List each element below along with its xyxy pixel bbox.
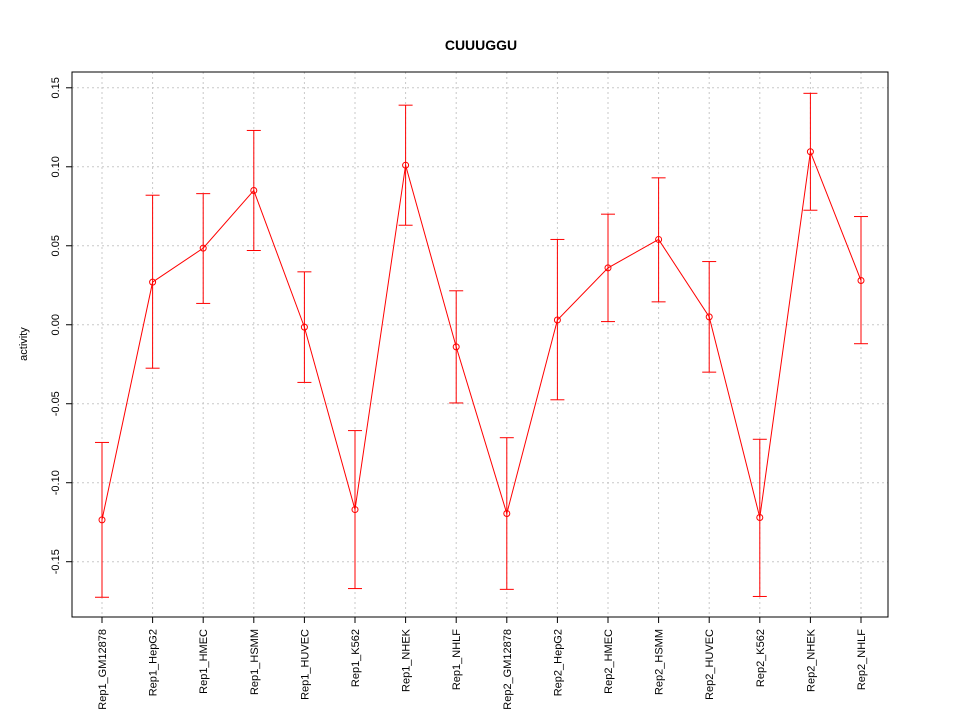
x-tick-label: Rep2_NHLF bbox=[856, 629, 868, 690]
y-tick-label: 0.10 bbox=[50, 156, 62, 177]
x-tick-label: Rep1_HMEC bbox=[198, 629, 210, 694]
data-point bbox=[199, 244, 207, 252]
data-layer bbox=[95, 92, 868, 598]
data-point bbox=[503, 510, 511, 518]
x-tick-label: Rep2_K562 bbox=[755, 629, 767, 687]
series-line bbox=[101, 149, 862, 520]
x-tick-label: Rep1_NHEK bbox=[401, 628, 413, 692]
data-point bbox=[250, 186, 258, 194]
x-tick-label: Rep1_K562 bbox=[350, 629, 362, 687]
y-tick-label: -0.05 bbox=[50, 391, 62, 416]
data-point bbox=[452, 343, 460, 351]
x-tick-label: Rep2_HUVEC bbox=[704, 629, 716, 700]
x-tick-label: Rep1_HUVEC bbox=[299, 629, 311, 700]
data-point bbox=[655, 235, 663, 243]
x-tick-label: Rep1_GM12878 bbox=[97, 629, 109, 710]
data-point bbox=[300, 323, 308, 331]
x-tick-label: Rep1_HepG2 bbox=[148, 629, 160, 696]
x-tick-label: Rep2_HepG2 bbox=[552, 629, 564, 696]
axes: -0.15 -0.10 -0.05 0.00 0.05 0.10 0.15 Rep1_GM12… bbox=[50, 77, 868, 710]
data-point bbox=[705, 313, 713, 321]
y-tick-label: 0.05 bbox=[50, 235, 62, 256]
data-point bbox=[402, 161, 410, 169]
y-axis-label: activity bbox=[18, 327, 30, 361]
y-tick-label: 0.00 bbox=[50, 314, 62, 335]
data-point bbox=[857, 277, 865, 285]
x-tick-label: Rep1_HSMM bbox=[249, 629, 261, 695]
grid bbox=[72, 72, 888, 617]
chart-title: CUUUGGU bbox=[445, 37, 517, 53]
y-tick-label: 0.15 bbox=[50, 77, 62, 98]
plot-frame bbox=[71, 71, 889, 618]
y-tick-label: -0.15 bbox=[50, 549, 62, 574]
x-tick-label: Rep2_HMEC bbox=[603, 629, 615, 694]
x-tick-label: Rep2_NHEK bbox=[805, 628, 817, 692]
data-point bbox=[351, 506, 359, 514]
x-tick-label: Rep2_GM12878 bbox=[502, 629, 514, 710]
data-point bbox=[98, 516, 106, 524]
x-tick-label: Rep1_NHLF bbox=[451, 629, 463, 690]
data-point bbox=[553, 316, 561, 324]
x-tick-label: Rep2_HSMM bbox=[654, 629, 666, 695]
data-point bbox=[806, 148, 814, 156]
data-point bbox=[149, 278, 157, 286]
data-point bbox=[756, 513, 764, 521]
data-point bbox=[604, 264, 612, 272]
y-tick-label: -0.10 bbox=[50, 470, 62, 495]
